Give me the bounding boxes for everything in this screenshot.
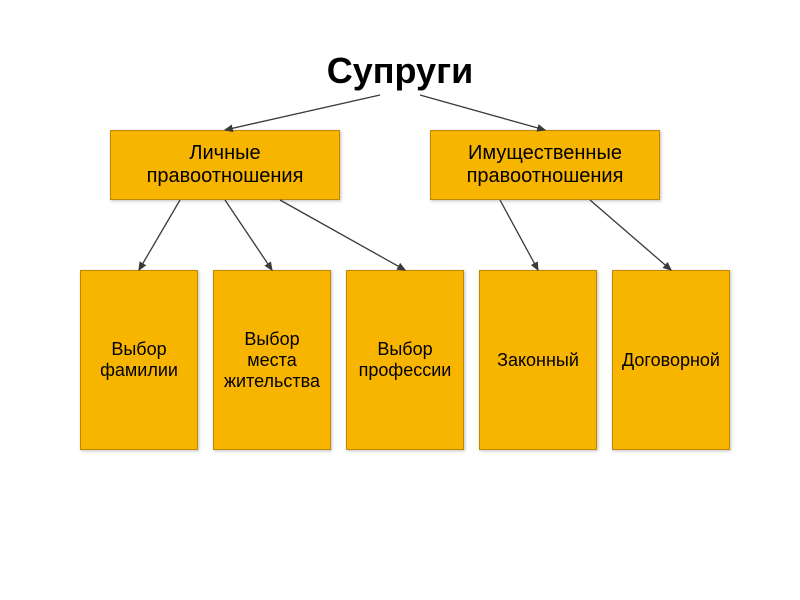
leaf-node-b-label: Выбор места жительства xyxy=(220,329,324,392)
leaf-node-a-label: Выбор фамилии xyxy=(87,339,191,381)
diagram-title: Супруги xyxy=(327,50,473,92)
mid-node-right-label: Имущественные правоотношения xyxy=(437,142,653,188)
leaf-node-c-label: Выбор профессии xyxy=(353,339,457,381)
leaf-node-e-label: Договорной xyxy=(622,350,720,371)
leaf-node-d-label: Законный xyxy=(497,350,579,371)
leaf-node-e: Договорной xyxy=(612,270,730,450)
leaf-node-c: Выбор профессии xyxy=(346,270,464,450)
mid-node-right: Имущественные правоотношения xyxy=(430,130,660,200)
leaf-node-a: Выбор фамилии xyxy=(80,270,198,450)
mid-node-left-label: Личные правоотношения xyxy=(117,142,333,188)
leaf-node-d: Законный xyxy=(479,270,597,450)
mid-node-left: Личные правоотношения xyxy=(110,130,340,200)
leaf-node-b: Выбор места жительства xyxy=(213,270,331,450)
